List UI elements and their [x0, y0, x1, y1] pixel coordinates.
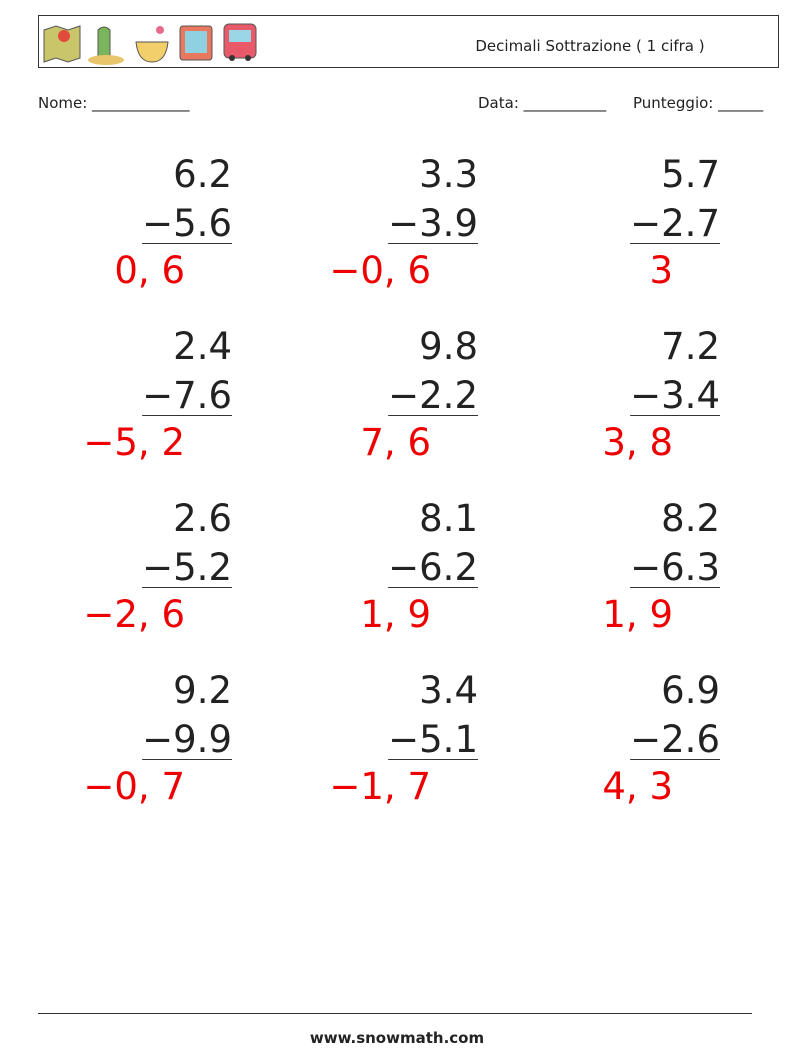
answer: −5, 2 — [83, 421, 185, 464]
subtrahend: −5.2 — [142, 546, 232, 589]
answer: 1, 9 — [602, 593, 673, 636]
minuend: 6.2 — [173, 153, 232, 196]
minuend: 8.2 — [661, 497, 720, 540]
answer: −2, 6 — [83, 593, 185, 636]
header-icons — [43, 23, 257, 65]
minuend: 6.9 — [661, 669, 720, 712]
answer: 3 — [649, 249, 673, 292]
minuend: 7.2 — [661, 325, 720, 368]
score-field: Punteggio: ______ — [633, 94, 764, 113]
subtrahend: −5.1 — [388, 718, 478, 761]
minuend: 2.4 — [173, 325, 232, 368]
minuend: 9.8 — [419, 325, 478, 368]
answer: 3, 8 — [602, 421, 673, 464]
answer: −0, 6 — [329, 249, 431, 292]
title: Decimali Sottrazione ( 1 cifra ) — [475, 37, 704, 55]
subtrahend: −9.9 — [142, 718, 232, 761]
header-box — [38, 15, 779, 68]
minuend: 3.3 — [419, 153, 478, 196]
footer-url: www.snowmath.com — [310, 1029, 484, 1047]
subtrahend: −2.2 — [388, 374, 478, 417]
subtrahend: −3.9 — [388, 202, 478, 245]
subtrahend: −7.6 — [142, 374, 232, 417]
answer: −1, 7 — [329, 765, 431, 808]
answer: 1, 9 — [360, 593, 431, 636]
subtrahend: −3.4 — [630, 374, 720, 417]
minuend: 9.2 — [173, 669, 232, 712]
minuend: 5.7 — [661, 153, 720, 196]
subtrahend: −5.6 — [142, 202, 232, 245]
subtrahend: −6.2 — [388, 546, 478, 589]
minuend: 3.4 — [419, 669, 478, 712]
problems: 6.2−5.60, 63.3−3.9−0, 65.7−2.732.4−7.6−5… — [83, 153, 720, 808]
answer: 4, 3 — [602, 765, 673, 808]
subtrahend: −2.7 — [630, 202, 720, 245]
answer: 0, 6 — [114, 249, 185, 292]
subtrahend: −2.6 — [630, 718, 720, 761]
minuend: 8.1 — [419, 497, 478, 540]
answer: 7, 6 — [360, 421, 431, 464]
answer: −0, 7 — [83, 765, 185, 808]
name-field: Nome: _____________ — [38, 94, 190, 113]
subtrahend: −6.3 — [630, 546, 720, 589]
minuend: 2.6 — [173, 497, 232, 540]
date-field: Data: ___________ — [478, 94, 607, 113]
